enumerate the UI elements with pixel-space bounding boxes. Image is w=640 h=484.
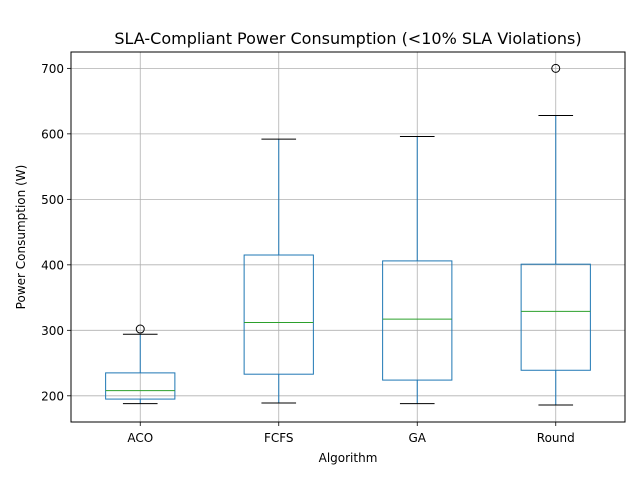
iqr-box: [520, 263, 591, 371]
y-tick-label: 500: [41, 193, 64, 207]
x-axis-label: Algorithm: [319, 451, 378, 465]
y-tick-label: 600: [41, 127, 64, 141]
y-tick-label: 400: [41, 258, 64, 272]
chart-title: SLA-Compliant Power Consumption (<10% SL…: [114, 29, 581, 48]
box-fcfs: [243, 138, 314, 404]
y-axis-label: Power Consumption (W): [14, 165, 28, 310]
x-tick-label: ACO: [127, 431, 153, 445]
grid: [71, 52, 625, 422]
y-tick-label: 200: [41, 389, 64, 403]
iqr-box: [382, 260, 453, 381]
x-tick-label: FCFS: [264, 431, 294, 445]
box-aco: [105, 324, 176, 405]
x-tick-label: GA: [408, 431, 426, 445]
outlier-point: [135, 324, 145, 334]
boxes: [105, 63, 591, 406]
box-ga: [382, 135, 453, 405]
outlier-point: [551, 63, 561, 73]
iqr-box: [243, 254, 314, 375]
box-round: [520, 63, 591, 406]
axes: 200 300 400 500 600 700 ACO FCFS GA Round: [41, 62, 575, 445]
x-tick-label: Round: [537, 431, 575, 445]
y-tick-label: 300: [41, 324, 64, 338]
iqr-box: [105, 372, 176, 400]
y-tick-label: 700: [41, 62, 64, 76]
plot-frame: [70, 51, 626, 423]
